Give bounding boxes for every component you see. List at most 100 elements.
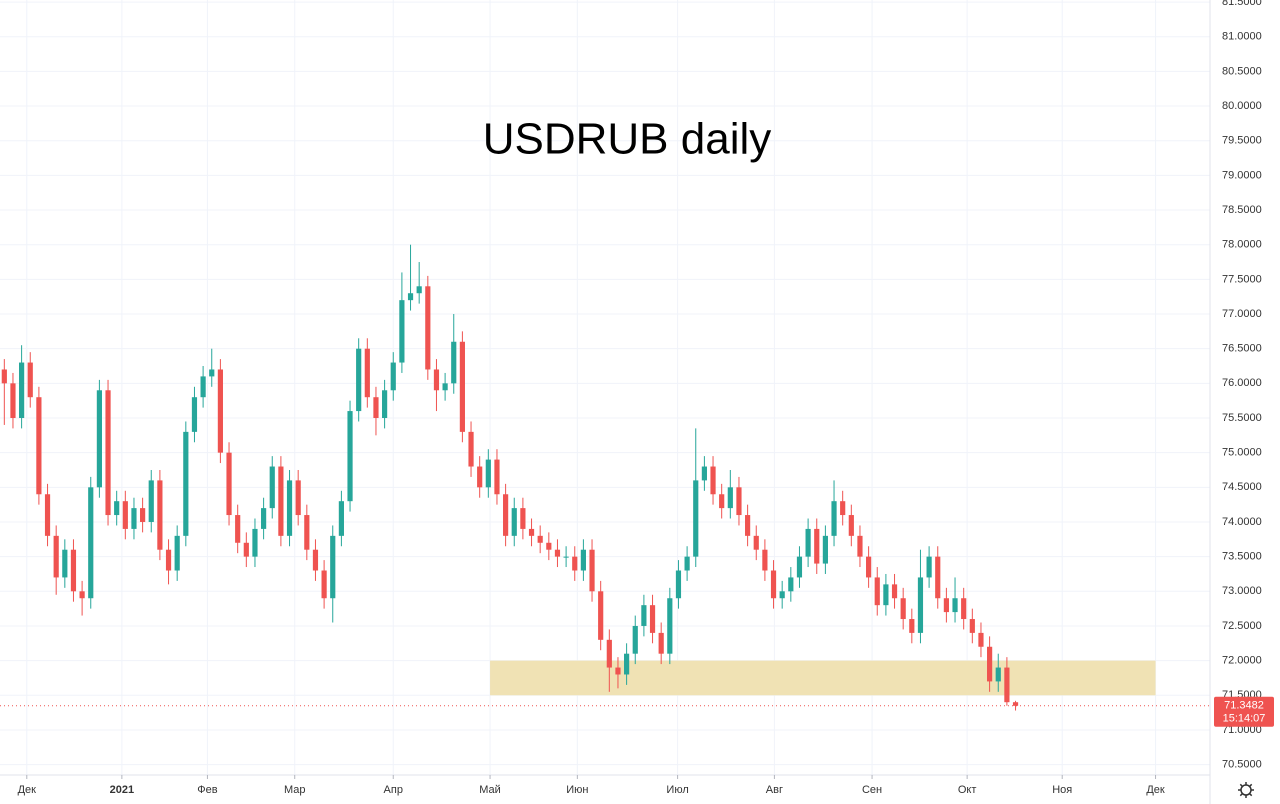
x-tick-label: Сен xyxy=(862,784,882,796)
price-badge xyxy=(1214,696,1274,727)
price-label: 71.3482 xyxy=(1224,700,1264,712)
candle-body xyxy=(528,528,535,536)
candle-body xyxy=(485,459,491,488)
candle-body xyxy=(148,480,154,522)
candle-body xyxy=(252,528,258,557)
candle-body xyxy=(736,487,742,516)
candle-body xyxy=(165,549,172,571)
candle-body xyxy=(96,390,102,488)
candle-body xyxy=(10,383,16,419)
candle-body xyxy=(554,549,561,557)
candle-body xyxy=(503,494,509,536)
candle-body xyxy=(105,390,111,516)
x-tick-label: Окт xyxy=(958,784,977,796)
candle-body xyxy=(53,535,59,578)
settings-icon[interactable] xyxy=(1238,782,1254,798)
candle-body xyxy=(157,480,163,550)
candle-body xyxy=(624,653,630,675)
candle-body xyxy=(468,431,474,467)
y-tick-label: 76.5000 xyxy=(1222,343,1262,355)
candle-body xyxy=(546,542,552,550)
candle-body xyxy=(330,535,336,599)
candle-body xyxy=(857,535,863,557)
candle-body xyxy=(727,487,733,509)
candle-body xyxy=(183,431,189,536)
candle-body xyxy=(226,452,232,516)
candle-body xyxy=(477,466,483,488)
candle-body xyxy=(442,383,448,391)
candle-body xyxy=(641,605,647,626)
candle-body xyxy=(814,528,820,564)
candle-body xyxy=(831,501,837,536)
grid xyxy=(0,0,1210,775)
candle-body xyxy=(88,487,94,599)
candle-body xyxy=(667,598,673,654)
candle-body xyxy=(217,369,223,453)
candle-body xyxy=(770,570,777,599)
candle-body xyxy=(140,508,146,522)
candle-body xyxy=(295,480,301,516)
y-tick-label: 73.5000 xyxy=(1222,551,1262,563)
candle-body xyxy=(304,515,310,550)
candle-body xyxy=(598,591,604,640)
candle-body xyxy=(943,598,949,613)
y-tick-label: 76.0000 xyxy=(1222,377,1262,389)
candle-body xyxy=(693,480,699,557)
y-tick-label: 75.5000 xyxy=(1222,412,1262,424)
y-tick-label: 78.5000 xyxy=(1222,204,1262,216)
candle-body xyxy=(883,584,889,606)
candle-body xyxy=(874,577,880,606)
y-tick-label: 79.5000 xyxy=(1222,135,1262,147)
candle-body xyxy=(840,501,846,516)
candle-body xyxy=(796,556,803,578)
candle-body xyxy=(520,508,526,529)
candle-body xyxy=(537,535,543,543)
candle-body xyxy=(719,494,725,509)
y-tick-label: 70.5000 xyxy=(1222,759,1262,771)
candle-body xyxy=(675,570,682,599)
candle-body xyxy=(572,556,578,571)
candle-body xyxy=(701,466,707,481)
candle-body xyxy=(416,286,422,294)
countdown-label: 15:14:07 xyxy=(1223,713,1266,725)
candle-body xyxy=(27,362,33,398)
y-tick-label: 80.0000 xyxy=(1222,100,1262,112)
chart-title: USDRUB daily xyxy=(483,115,772,164)
y-tick-label: 74.5000 xyxy=(1222,481,1262,493)
candle-body xyxy=(19,362,25,419)
candle-body xyxy=(649,605,656,633)
candle-body xyxy=(866,556,872,578)
x-tick-label: Мар xyxy=(284,784,306,796)
zone xyxy=(490,660,1156,696)
candle-body xyxy=(261,508,267,529)
candle-body xyxy=(44,494,51,536)
candle-body xyxy=(62,549,68,578)
candle-body xyxy=(407,293,414,301)
candle-body xyxy=(632,625,638,654)
candle-body xyxy=(79,591,85,599)
candle-body xyxy=(969,619,975,633)
candle-body xyxy=(917,577,924,633)
x-tick-label: 2021 xyxy=(110,784,134,796)
candle-body xyxy=(321,570,327,599)
y-tick-label: 79.0000 xyxy=(1222,169,1262,181)
x-tick-label: Май xyxy=(479,784,501,796)
candle-body xyxy=(710,466,716,495)
x-tick-label: Дек xyxy=(18,784,37,796)
x-tick-label: Фев xyxy=(197,784,217,796)
y-tick-label: 71.0000 xyxy=(1222,724,1262,736)
candle-body xyxy=(191,397,198,432)
y-tick-label: 72.0000 xyxy=(1222,655,1262,667)
candle-body xyxy=(131,508,137,529)
candle-body xyxy=(779,591,785,599)
x-tick-label: Июн xyxy=(566,784,588,796)
x-tick-label: Авг xyxy=(766,784,783,796)
candle-body xyxy=(762,549,768,571)
candle-body xyxy=(382,390,388,419)
candle-body xyxy=(995,667,1001,682)
candle-body xyxy=(70,549,77,592)
candle-body xyxy=(36,397,42,495)
